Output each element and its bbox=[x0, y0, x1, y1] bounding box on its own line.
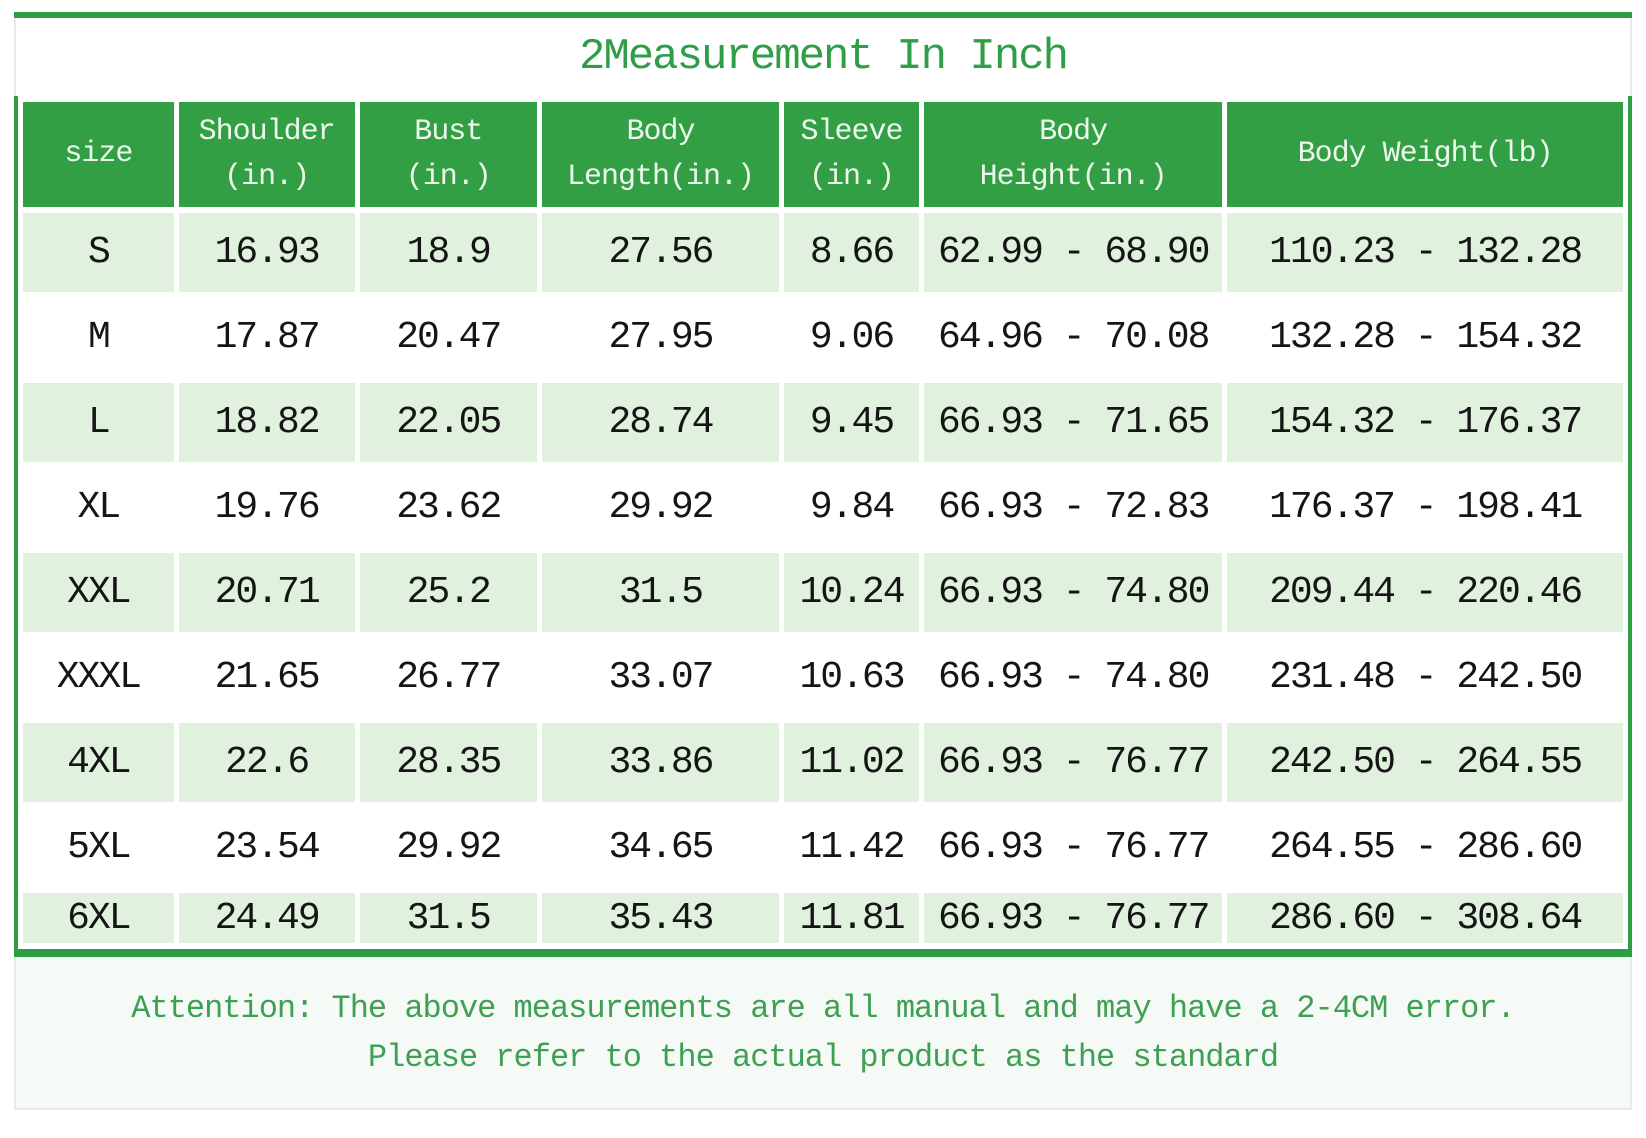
size-table-container: size Shoulder (in.) Bust (in.) Body Leng… bbox=[14, 96, 1632, 957]
measurement-cell: 231.48 - 242.50 bbox=[1227, 638, 1623, 717]
table-row-6xl: 6XL 24.49 31.5 35.43 11.81 66.93 - 76.77… bbox=[23, 893, 1623, 943]
measurement-cell: 22.05 bbox=[359, 383, 537, 462]
measurement-cell: 33.07 bbox=[541, 638, 780, 717]
measurement-cell: 27.95 bbox=[541, 298, 780, 377]
column-header-size: size bbox=[23, 102, 174, 207]
attention-note-line-1: Attention: The above measurements are al… bbox=[131, 989, 1515, 1027]
measurement-cell: 8.66 bbox=[784, 213, 920, 292]
measurement-cell: 264.55 - 286.60 bbox=[1227, 808, 1623, 887]
size-cell: M bbox=[23, 298, 174, 377]
measurement-cell: 132.28 - 154.32 bbox=[1227, 298, 1623, 377]
measurement-cell: 18.9 bbox=[359, 213, 537, 292]
title-area: 2Measurement In Inch bbox=[14, 18, 1632, 96]
table-row-s: S 16.93 18.9 27.56 8.66 62.99 - 68.90 11… bbox=[23, 213, 1623, 292]
size-cell: XXL bbox=[23, 553, 174, 632]
measurement-cell: 64.96 - 70.08 bbox=[924, 298, 1223, 377]
measurement-cell: 20.47 bbox=[359, 298, 537, 377]
measurement-cell: 16.93 bbox=[178, 213, 355, 292]
measurement-cell: 34.65 bbox=[541, 808, 780, 887]
measurement-cell: 9.45 bbox=[784, 383, 920, 462]
size-chart-page: 2Measurement In Inch size Shoulder (in.)… bbox=[14, 12, 1632, 1110]
measurement-cell: 154.32 - 176.37 bbox=[1227, 383, 1623, 462]
measurement-cell: 176.37 - 198.41 bbox=[1227, 468, 1623, 547]
measurement-cell: 242.50 - 264.55 bbox=[1227, 723, 1623, 802]
measurement-cell: 66.93 - 74.80 bbox=[924, 553, 1223, 632]
table-row-m: M 17.87 20.47 27.95 9.06 64.96 - 70.08 1… bbox=[23, 298, 1623, 377]
measurement-cell: 20.71 bbox=[178, 553, 355, 632]
measurement-cell: 66.93 - 72.83 bbox=[924, 468, 1223, 547]
attention-note: Attention: The above measurements are al… bbox=[14, 957, 1632, 1110]
column-header-shoulder: Shoulder (in.) bbox=[178, 102, 355, 207]
measurement-cell: 66.93 - 76.77 bbox=[924, 808, 1223, 887]
measurement-cell: 11.81 bbox=[784, 893, 920, 943]
measurement-cell: 11.02 bbox=[784, 723, 920, 802]
page-title: 2Measurement In Inch bbox=[578, 32, 1069, 82]
measurement-cell: 28.35 bbox=[359, 723, 537, 802]
measurement-cell: 31.5 bbox=[541, 553, 780, 632]
measurement-cell: 11.42 bbox=[784, 808, 920, 887]
size-cell: 5XL bbox=[23, 808, 174, 887]
size-cell: S bbox=[23, 213, 174, 292]
top-green-divider bbox=[14, 12, 1632, 18]
column-header-body-weight: Body Weight(lb) bbox=[1227, 102, 1623, 207]
table-row-xxl: XXL 20.71 25.2 31.5 10.24 66.93 - 74.80 … bbox=[23, 553, 1623, 632]
measurement-cell: 17.87 bbox=[178, 298, 355, 377]
measurement-cell: 29.92 bbox=[359, 808, 537, 887]
size-cell: L bbox=[23, 383, 174, 462]
measurement-cell: 21.65 bbox=[178, 638, 355, 717]
measurement-cell: 66.93 - 76.77 bbox=[924, 723, 1223, 802]
column-header-sleeve: Sleeve (in.) bbox=[784, 102, 920, 207]
table-row-4xl: 4XL 22.6 28.35 33.86 11.02 66.93 - 76.77… bbox=[23, 723, 1623, 802]
measurement-cell: 110.23 - 132.28 bbox=[1227, 213, 1623, 292]
column-header-body-height: Body Height(in.) bbox=[924, 102, 1223, 207]
measurement-cell: 62.99 - 68.90 bbox=[924, 213, 1223, 292]
measurement-cell: 18.82 bbox=[178, 383, 355, 462]
table-row-xxxl: XXXL 21.65 26.77 33.07 10.63 66.93 - 74.… bbox=[23, 638, 1623, 717]
measurement-cell: 35.43 bbox=[541, 893, 780, 943]
attention-note-line-2: Please refer to the actual product as th… bbox=[367, 1038, 1279, 1076]
measurement-cell: 9.06 bbox=[784, 298, 920, 377]
measurement-cell: 33.86 bbox=[541, 723, 780, 802]
size-cell: XXXL bbox=[23, 638, 174, 717]
size-cell: 4XL bbox=[23, 723, 174, 802]
header-row: size Shoulder (in.) Bust (in.) Body Leng… bbox=[23, 102, 1623, 207]
measurement-cell: 10.24 bbox=[784, 553, 920, 632]
measurement-cell: 25.2 bbox=[359, 553, 537, 632]
measurement-cell: 19.76 bbox=[178, 468, 355, 547]
measurement-cell: 23.54 bbox=[178, 808, 355, 887]
column-header-body-length: Body Length(in.) bbox=[541, 102, 780, 207]
table-row-l: L 18.82 22.05 28.74 9.45 66.93 - 71.65 1… bbox=[23, 383, 1623, 462]
measurement-cell: 286.60 - 308.64 bbox=[1227, 893, 1623, 943]
measurement-cell: 66.93 - 71.65 bbox=[924, 383, 1223, 462]
column-header-bust: Bust (in.) bbox=[359, 102, 537, 207]
size-cell: XL bbox=[23, 468, 174, 547]
measurement-cell: 22.6 bbox=[178, 723, 355, 802]
size-table: size Shoulder (in.) Bust (in.) Body Leng… bbox=[18, 96, 1628, 949]
measurement-cell: 24.49 bbox=[178, 893, 355, 943]
size-cell: 6XL bbox=[23, 893, 174, 943]
measurement-cell: 26.77 bbox=[359, 638, 537, 717]
table-row-xl: XL 19.76 23.62 29.92 9.84 66.93 - 72.83 … bbox=[23, 468, 1623, 547]
measurement-cell: 9.84 bbox=[784, 468, 920, 547]
table-row-5xl: 5XL 23.54 29.92 34.65 11.42 66.93 - 76.7… bbox=[23, 808, 1623, 887]
measurement-cell: 10.63 bbox=[784, 638, 920, 717]
measurement-cell: 28.74 bbox=[541, 383, 780, 462]
measurement-cell: 66.93 - 74.80 bbox=[924, 638, 1223, 717]
measurement-cell: 29.92 bbox=[541, 468, 780, 547]
measurement-cell: 23.62 bbox=[359, 468, 537, 547]
measurement-cell: 31.5 bbox=[359, 893, 537, 943]
measurement-cell: 66.93 - 76.77 bbox=[924, 893, 1223, 943]
measurement-cell: 27.56 bbox=[541, 213, 780, 292]
measurement-cell: 209.44 - 220.46 bbox=[1227, 553, 1623, 632]
